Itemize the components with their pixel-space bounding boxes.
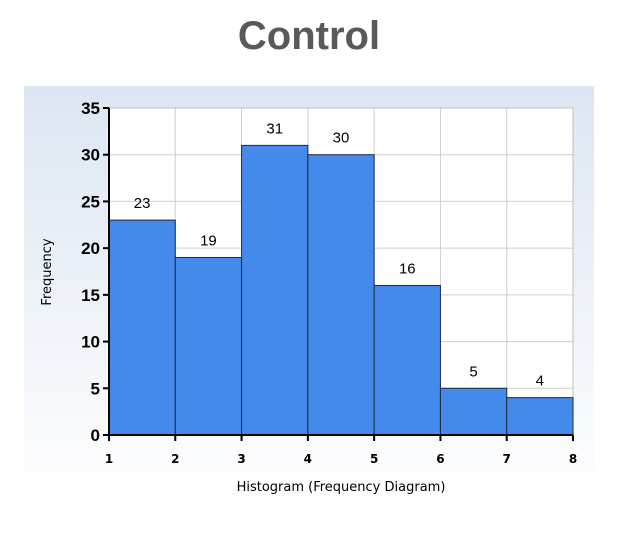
chart-title: Control xyxy=(237,14,381,58)
bar-value-label: 4 xyxy=(536,373,544,390)
y-tick-label: 5 xyxy=(91,379,100,398)
x-tick-label: 8 xyxy=(569,452,577,466)
x-tick-label: 2 xyxy=(171,452,179,466)
x-tick-label: 5 xyxy=(370,452,378,466)
bar-value-label: 23 xyxy=(134,195,151,212)
x-tick-label: 4 xyxy=(304,452,312,466)
histogram-bar xyxy=(241,144,309,436)
histogram-bar xyxy=(307,154,375,436)
y-axis-title: Frequency xyxy=(40,238,55,305)
bar-value-label: 16 xyxy=(399,261,416,278)
bar-value-label: 31 xyxy=(266,120,283,137)
data-labels: 23 19 31 30 16 5 4 xyxy=(134,120,544,389)
x-tick-label: 3 xyxy=(237,452,245,466)
histogram-bar xyxy=(506,397,574,436)
y-tick-label: 10 xyxy=(81,333,100,352)
y-tick-label: 20 xyxy=(81,239,100,258)
histogram-bar xyxy=(174,256,243,436)
histogram-bar xyxy=(108,219,176,436)
histogram-bar xyxy=(373,285,441,436)
histogram-bar xyxy=(439,387,508,436)
x-tick-label: 1 xyxy=(105,452,113,466)
bar-value-label: 19 xyxy=(200,232,217,249)
x-axis-title: Histogram (Frequency Diagram) xyxy=(237,480,446,495)
y-tick-label: 0 xyxy=(91,426,100,445)
y-tick-label: 25 xyxy=(81,192,100,211)
y-tick-label: 15 xyxy=(81,286,100,305)
x-tick-label: 6 xyxy=(436,452,444,466)
bar-value-label: 5 xyxy=(469,363,477,380)
y-tick-label: 30 xyxy=(81,146,100,165)
y-tick-label: 35 xyxy=(81,99,100,118)
bars xyxy=(108,144,574,436)
x-tick-label: 7 xyxy=(503,452,511,466)
bar-value-label: 30 xyxy=(333,130,350,147)
